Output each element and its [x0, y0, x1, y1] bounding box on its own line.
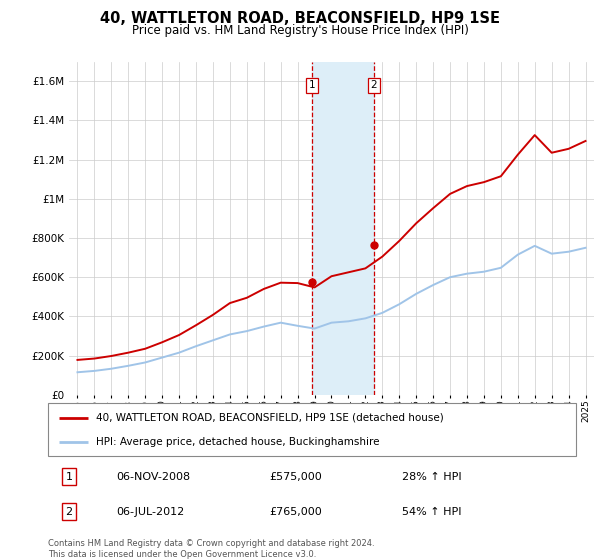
Text: 1: 1: [65, 472, 73, 482]
Text: Price paid vs. HM Land Registry's House Price Index (HPI): Price paid vs. HM Land Registry's House …: [131, 24, 469, 36]
Text: 2: 2: [371, 80, 377, 90]
Text: 1: 1: [309, 80, 316, 90]
Text: 06-NOV-2008: 06-NOV-2008: [116, 472, 191, 482]
Text: 40, WATTLETON ROAD, BEACONSFIELD, HP9 1SE: 40, WATTLETON ROAD, BEACONSFIELD, HP9 1S…: [100, 11, 500, 26]
Text: 2: 2: [65, 507, 73, 517]
Text: Contains HM Land Registry data © Crown copyright and database right 2024.
This d: Contains HM Land Registry data © Crown c…: [48, 539, 374, 559]
Text: 40, WATTLETON ROAD, BEACONSFIELD, HP9 1SE (detached house): 40, WATTLETON ROAD, BEACONSFIELD, HP9 1S…: [95, 413, 443, 423]
Text: 54% ↑ HPI: 54% ↑ HPI: [402, 507, 461, 517]
Text: HPI: Average price, detached house, Buckinghamshire: HPI: Average price, detached house, Buck…: [95, 437, 379, 447]
Text: £575,000: £575,000: [270, 472, 323, 482]
FancyBboxPatch shape: [48, 403, 576, 456]
Bar: [312, 62, 374, 395]
Text: 28% ↑ HPI: 28% ↑ HPI: [402, 472, 461, 482]
Text: 06-JUL-2012: 06-JUL-2012: [116, 507, 185, 517]
Text: £765,000: £765,000: [270, 507, 323, 517]
